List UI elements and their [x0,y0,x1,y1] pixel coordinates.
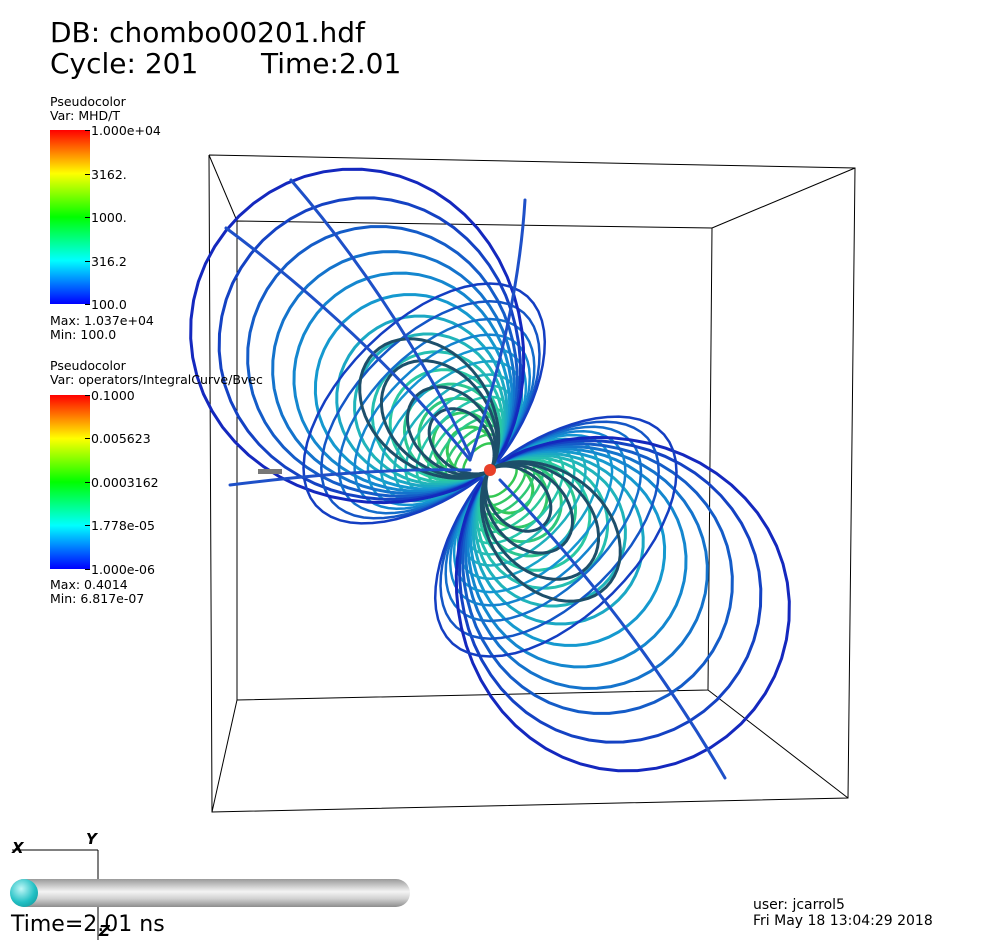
legend-tick: 3162. [85,167,127,182]
legend-variable: Var: operators/IntegralCurve/Bvec [50,372,263,387]
legend-min: Min: 6.817e-07 [50,591,145,606]
bounding-box [208,154,856,813]
legend-max: Max: 1.037e+04 [50,313,154,328]
user-label: user: jcarrol5 [753,897,845,913]
temperature-colorbar [50,130,90,304]
legend-tick: 1.000e+04 [85,123,161,138]
field-line [289,178,472,457]
legend-tick: 1.778e-05 [85,518,155,533]
field-line [405,385,497,477]
axis-z-label: Z [99,922,110,940]
field-line [483,463,575,555]
field-line [479,460,622,603]
database-label: DB: chombo00201.hdf [50,16,365,49]
field-line [466,447,688,669]
streamlines [189,167,791,780]
field-line [457,438,763,744]
hot-core [484,464,496,476]
legend-tick: 0.0003162 [85,475,159,490]
field-line [427,407,496,476]
legend-tick: 0.1000 [85,388,135,403]
legend-tick: 1.000e-06 [85,562,155,577]
field-line [498,478,727,780]
field-line [217,196,523,502]
field-line [271,250,517,496]
field-line [463,444,709,690]
field-line [228,468,472,487]
field-line [468,449,667,647]
field-line [461,442,734,715]
field-line [439,420,660,640]
legend-tick: 100.0 [85,297,127,312]
probe-marker [258,469,282,474]
axis-y-label: Y [86,830,97,848]
time-slider-track[interactable] [10,879,410,907]
legend-variable: Var: MHD/T [50,108,121,123]
field-line [473,453,627,608]
legend-tick: 1000. [85,210,127,225]
field-line [224,226,472,462]
field-line [433,415,678,658]
time-slider-label: Time=2.01 ns [11,912,165,937]
field-line [379,359,524,503]
field-line [292,271,514,493]
field-line [246,225,519,498]
legend-tick: 316.2 [85,254,127,269]
field-line [452,433,614,594]
field-line [313,293,512,491]
legend-min: Min: 100.0 [50,327,117,342]
field-line [481,461,600,581]
time-slider-knob[interactable] [10,879,38,907]
legend-plot-type: Pseudocolor [50,94,126,109]
field-line [454,435,791,773]
field-line [444,425,643,623]
date-label: Fri May 18 13:04:29 2018 [753,913,933,929]
time-label: Time:2.01 [261,47,402,80]
cycle-label: Cycle: 201 [50,47,199,80]
legend-tick: 0.005623 [85,431,151,446]
field-line [468,198,527,462]
field-colorbar [50,395,90,569]
field-line [456,437,601,581]
field-line [477,457,592,572]
axis-x-label: X [12,839,24,857]
field-line [471,451,645,626]
field-line [484,464,553,533]
field-line [448,429,627,607]
legend-plot-type: Pseudocolor [50,358,126,373]
field-line [189,167,526,505]
field-line [335,314,509,489]
legend-max: Max: 0.4014 [50,577,128,592]
